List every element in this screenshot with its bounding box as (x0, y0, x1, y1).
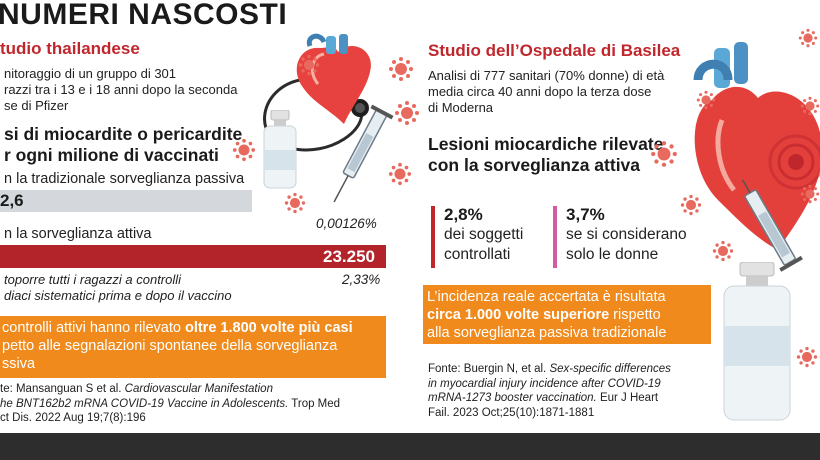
pulse-target-icon (768, 134, 820, 190)
source-italic: Sex-specific differences (549, 363, 671, 375)
right-highlight-bold: circa 1.000 volte superiore (427, 307, 610, 323)
right-source-line: Fonte: Buergin N, et al. Sex-specific di… (428, 362, 718, 377)
note-line: diaci sistematici prima e dopo il vaccin… (4, 288, 232, 303)
right-desc-line: di Moderna (428, 100, 494, 115)
right-source-line: in myocardial injury incidence after COV… (428, 377, 718, 392)
source-text: Fonte: Buergin N, et al. (428, 363, 550, 375)
page-title: NUMERI NASCOSTI (0, 0, 288, 31)
left-highlight-line: controlli attivi hanno rilevato oltre 1.… (2, 319, 380, 337)
active-note: toporre tutti i ragazzi a controlli diac… (4, 272, 232, 304)
right-desc-line: Analisi di 777 sanitari (70% donne) di e… (428, 68, 665, 83)
stat2-text: solo le donne (566, 246, 659, 263)
right-source: Fonte: Buergin N, et al. Sex-specific di… (428, 362, 718, 420)
source-text: Trop Med (288, 397, 341, 410)
active-percent: 2,33% (342, 272, 381, 287)
right-source-line: Fail. 2023 Oct;25(10):1871-1881 (428, 406, 595, 419)
active-bar (0, 245, 386, 268)
note-line: toporre tutti i ragazzi a controlli (4, 272, 182, 287)
right-header-line: Lesioni miocardiche rilevate (428, 134, 664, 154)
virus-icon (389, 57, 413, 81)
stat2-block: 3,7% se si considerano solo le donne (566, 205, 687, 265)
right-highlight-line: L’incidenza reale accertata è risultata (427, 289, 666, 305)
virus-icon (284, 192, 306, 214)
footer-band (0, 433, 820, 460)
left-header-line: si di miocardite o pericardite (4, 124, 243, 144)
right-study-title: Studio dell’Ospedale di Basilea (428, 41, 681, 60)
source-italic: Cardiovascular Manifestation (124, 383, 273, 395)
virus-icon (395, 101, 419, 125)
left-header-line: r ogni milione di vaccinati (4, 145, 219, 165)
right-highlight-line: alla sorveglianza passiva tradizionale (427, 325, 667, 341)
right-highlight-box: L’incidenza reale accertata è risultata … (423, 285, 711, 344)
left-highlight-line: petto alle segnalazioni spontanee della … (2, 338, 338, 354)
stat1-marker (431, 206, 435, 268)
right-highlight-line: circa 1.000 volte superiore rispetto (427, 306, 705, 324)
left-section-header: si di miocardite o pericardite r ogni mi… (4, 124, 242, 166)
stat1-text: controllati (444, 246, 511, 263)
passive-bar (0, 190, 252, 212)
stat2-text: se si considerano (566, 226, 687, 243)
vaccine-vial-icon (723, 262, 791, 421)
right-section-header: Lesioni miocardiche rilevate con la sorv… (428, 134, 663, 176)
left-highlight-text: controlli attivi hanno rilevato (2, 320, 185, 336)
syringe-icon (333, 104, 394, 203)
right-header-line: con la sorveglianza attiva (428, 155, 641, 175)
left-source-line: ct Dis. 2022 Aug 19;7(8):196 (0, 412, 146, 424)
source-text: te: Mansanguan S et al. (0, 383, 125, 395)
stat1-value: 2,8% (444, 205, 483, 224)
virus-icon (712, 240, 734, 262)
vaccine-vial-icon (263, 110, 297, 189)
syringe-icon (740, 180, 803, 272)
left-desc-line: nitoraggio di un gruppo di 301 (4, 66, 177, 81)
virus-icon (800, 96, 820, 116)
virus-icon (388, 162, 412, 186)
stat2-marker (553, 206, 557, 268)
left-study-title: tudio thailandese (0, 39, 140, 58)
virus-icon (796, 346, 818, 368)
virus-icon (800, 184, 820, 204)
virus-icon (232, 138, 256, 162)
source-italic: mRNA-1273 booster vaccination. (428, 392, 597, 404)
active-label: n la sorveglianza attiva (4, 226, 152, 242)
passive-value: 2,6 (0, 191, 24, 210)
stat1-block: 2,8% dei soggetti controllati (444, 205, 523, 265)
left-description: nitoraggio di un gruppo di 301 razzi tra… (4, 66, 264, 114)
left-desc-line: razzi tra i 13 e i 18 anni dopo la secon… (4, 82, 238, 97)
left-highlight-bold: oltre 1.800 volte più casi (184, 320, 353, 336)
left-source: te: Mansanguan S et al. Cardiovascular M… (0, 382, 390, 426)
virus-icon (680, 194, 702, 216)
passive-percent: 0,00126% (316, 216, 377, 231)
left-desc-line: se di Pfizer (4, 98, 69, 113)
right-highlight-text: rispetto (609, 307, 661, 323)
source-text: Eur J Heart (596, 392, 659, 404)
source-italic: he BNT162b2 mRNA COVID-19 Vaccine in Ado… (0, 397, 289, 410)
stat2-value: 3,7% (566, 205, 605, 224)
virus-icon (696, 90, 716, 110)
source-italic: in myocardial injury incidence after COV… (428, 377, 661, 390)
active-value: 23.250 (323, 247, 375, 266)
left-highlight-box: controlli attivi hanno rilevato oltre 1.… (0, 316, 386, 378)
stat1-text: dei soggetti (444, 226, 524, 243)
left-highlight-line: ssiva (2, 356, 36, 372)
right-source-line: mRNA-1273 booster vaccination. Eur J Hea… (428, 391, 718, 406)
heart-illustration (693, 42, 820, 250)
virus-icon (798, 28, 818, 48)
passive-label: n la tradizionale sorveglianza passiva (4, 171, 245, 187)
right-desc-line: media circa 40 anni dopo la terza dose (428, 84, 652, 99)
virus-icon (298, 54, 320, 76)
virus-icon (651, 141, 677, 167)
right-description: Analisi di 777 sanitari (70% donne) di e… (428, 68, 698, 116)
left-source-line: he BNT162b2 mRNA COVID-19 Vaccine in Ado… (0, 397, 390, 412)
left-source-line: te: Mansanguan S et al. Cardiovascular M… (0, 382, 390, 397)
